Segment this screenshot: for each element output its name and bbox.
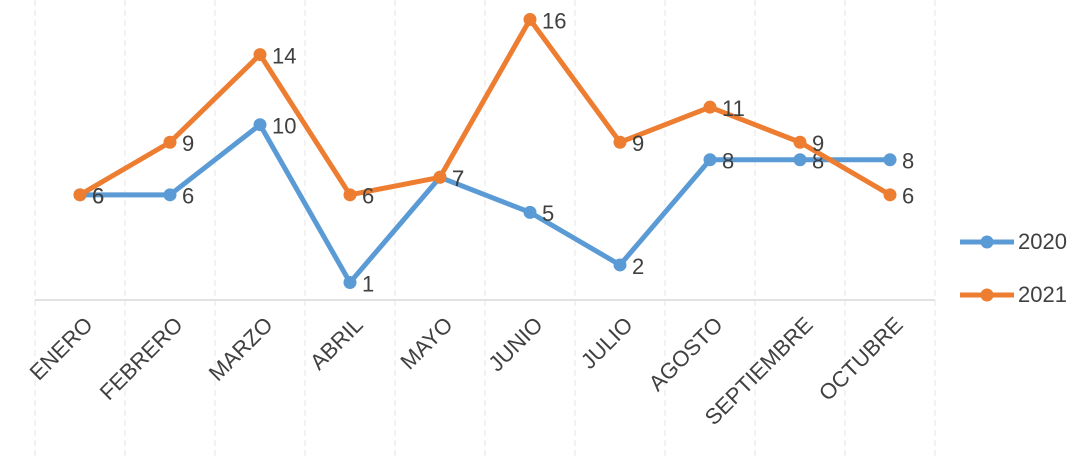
data-label: 7 (452, 166, 464, 191)
point (703, 153, 717, 167)
legend-label: 2021 (1018, 282, 1067, 307)
series-line (80, 122, 890, 285)
point (253, 118, 267, 132)
point (613, 258, 627, 272)
data-label: 10 (272, 114, 296, 139)
point (703, 100, 717, 114)
point (163, 188, 177, 202)
legend-marker (980, 288, 994, 302)
data-label: 7 (452, 166, 464, 191)
data-label: 9 (632, 131, 644, 156)
legend-marker (980, 235, 994, 249)
data-label: 9 (182, 131, 194, 156)
x-tick-label: AGOSTO (644, 312, 728, 396)
point (433, 170, 447, 184)
point (73, 188, 87, 202)
data-label: 8 (722, 149, 734, 174)
data-label: 1 (362, 271, 374, 296)
point (883, 153, 897, 167)
data-label: 11 (722, 96, 745, 121)
data-label: 6 (92, 184, 104, 209)
x-tick-label: OCTUBRE (814, 312, 908, 406)
data-label: 8 (902, 149, 914, 174)
x-tick-label: ENERO (25, 312, 98, 385)
data-label: 6 (182, 184, 194, 209)
data-label: 6 (902, 184, 914, 209)
data-label: 16 (542, 8, 566, 33)
data-label: 6 (362, 184, 374, 209)
x-tick-label: JUNIO (483, 312, 547, 376)
data-label: 5 (542, 201, 554, 226)
point (523, 205, 537, 219)
point (523, 13, 537, 27)
point (253, 48, 267, 62)
point (793, 153, 807, 167)
point (163, 135, 177, 149)
legend-label: 2020 (1018, 229, 1067, 254)
data-label: 14 (272, 43, 296, 68)
x-tick-label: ABRIL (305, 312, 368, 375)
point (343, 188, 357, 202)
x-tick-label: JULIO (576, 312, 638, 374)
data-label: 9 (812, 131, 824, 156)
point (343, 275, 357, 289)
data-label: 6 (92, 184, 104, 209)
data-label: 2 (632, 254, 644, 279)
x-tick-label: MAYO (395, 312, 457, 374)
point (613, 135, 627, 149)
x-tick-label: FEBRERO (95, 312, 188, 405)
point (883, 188, 897, 202)
series-line (78, 17, 892, 198)
point (793, 135, 807, 149)
